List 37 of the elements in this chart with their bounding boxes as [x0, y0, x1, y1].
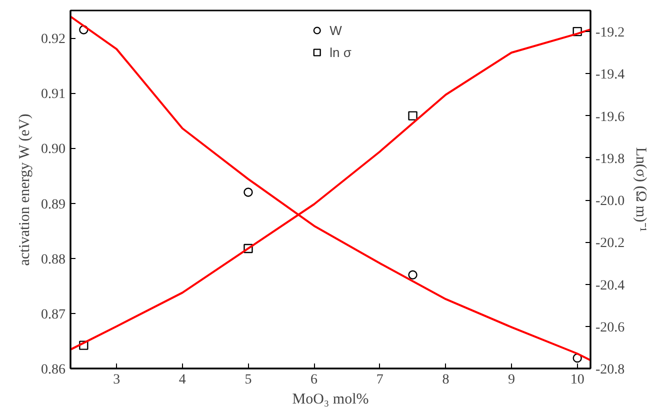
point	[244, 188, 253, 197]
point	[244, 244, 253, 254]
point	[79, 25, 88, 34]
x-tick-label: 10	[570, 372, 584, 388]
x-tick-label: 3	[113, 372, 120, 388]
y2-tick-label: -19.6	[596, 110, 625, 125]
y2-tick-label: -20.0	[596, 194, 625, 210]
y-tick-label: 0.87	[41, 307, 66, 322]
legend-label: ln σ	[330, 44, 352, 60]
y-tick-label: 0.88	[41, 252, 66, 268]
point	[572, 353, 582, 363]
y2-tick-label: -19.8	[596, 152, 625, 167]
y2-tick-label: -20.6	[596, 320, 625, 336]
y2-axis-title: Ln(σ) (Ω m)⁻¹	[632, 147, 649, 232]
y-tick-label: 0.86	[41, 362, 66, 378]
point	[408, 270, 418, 280]
x-tick-label: 7	[376, 372, 384, 388]
y2-tick-label: -20.2	[596, 236, 625, 252]
x-tick-label: 5	[244, 372, 252, 388]
y2-tick-label: -19.4	[596, 68, 625, 83]
y-tick-label: 0.89	[41, 197, 66, 212]
y-axis-title: activation energy W (eV)	[17, 114, 33, 266]
y-tick-label: 0.91	[41, 87, 66, 102]
x-tick-label: 4	[178, 372, 186, 388]
y2-tick-label: -20.4	[596, 278, 625, 294]
x-tick-label: 6	[310, 372, 318, 388]
point	[572, 26, 582, 36]
point	[79, 340, 88, 350]
y2-tick-label: -20.8	[596, 362, 625, 378]
y-tick-label: 0.90	[41, 142, 66, 158]
legend-label: W	[330, 22, 343, 38]
x-axis-title: MoO₃ mol%	[292, 392, 369, 408]
x-tick-label: 8	[442, 372, 450, 388]
y-tick-label: 0.92	[41, 32, 66, 48]
x-tick-label: 9	[508, 372, 516, 388]
y2-tick-label: -19.2	[596, 26, 625, 41]
point	[408, 111, 418, 120]
